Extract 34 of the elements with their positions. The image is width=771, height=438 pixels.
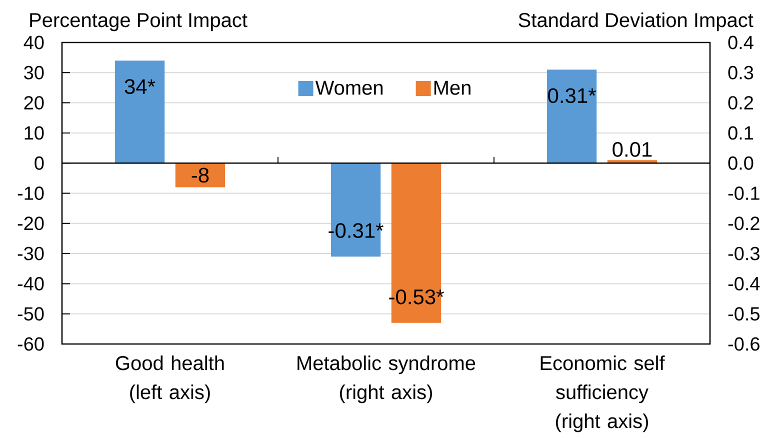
x-tick-label: Metabolic syndrome (right axis) — [298, 356, 476, 404]
y2-tick-label: -0.6 — [728, 337, 760, 351]
y-tick-label: 20 — [24, 96, 44, 110]
y-tick-label: -30 — [18, 246, 44, 260]
y-tick-label: 30 — [24, 66, 44, 80]
y-axis-title: Percentage Point Impact — [30, 12, 248, 32]
x-tick-label: Good health (left axis) — [116, 356, 224, 404]
bar — [546, 70, 597, 164]
y-tick-label: -60 — [18, 337, 44, 351]
y2-tick-label: -0.5 — [728, 307, 760, 321]
y2-tick-label: 0.1 — [728, 126, 754, 140]
y2-tick-label: -0.3 — [728, 246, 760, 260]
legend-label: Women — [315, 80, 383, 95]
y2-tick-label: 0.2 — [728, 96, 753, 110]
y-tick-label: 0 — [34, 156, 44, 170]
y-tick-label: -10 — [18, 186, 44, 200]
y-tick-label: -20 — [18, 216, 44, 230]
data-label: 34* — [124, 79, 156, 94]
legend-label: Men — [434, 80, 470, 95]
y2-tick-label: -0.4 — [728, 276, 760, 290]
y2-tick-label: -0.2 — [728, 216, 760, 230]
data-label: 0.01 — [612, 142, 652, 157]
y-tick-label: 40 — [24, 36, 44, 50]
y-tick-label: -40 — [18, 276, 44, 290]
y2-tick-label: 0.0 — [728, 156, 754, 170]
y-tick-label: -50 — [18, 307, 44, 321]
data-label: 0.31* — [548, 88, 596, 104]
y-tick-label: 10 — [24, 126, 44, 140]
x-tick-label: Economic self sufficiency (right axis) — [540, 356, 665, 432]
data-label: -8 — [192, 168, 209, 183]
y2-tick-label: -0.1 — [728, 186, 760, 200]
y2-tick-label: 0.3 — [728, 66, 754, 80]
y2-tick-label: 0.4 — [728, 36, 754, 50]
y2-axis-title: Standard Deviation Impact — [518, 12, 754, 32]
